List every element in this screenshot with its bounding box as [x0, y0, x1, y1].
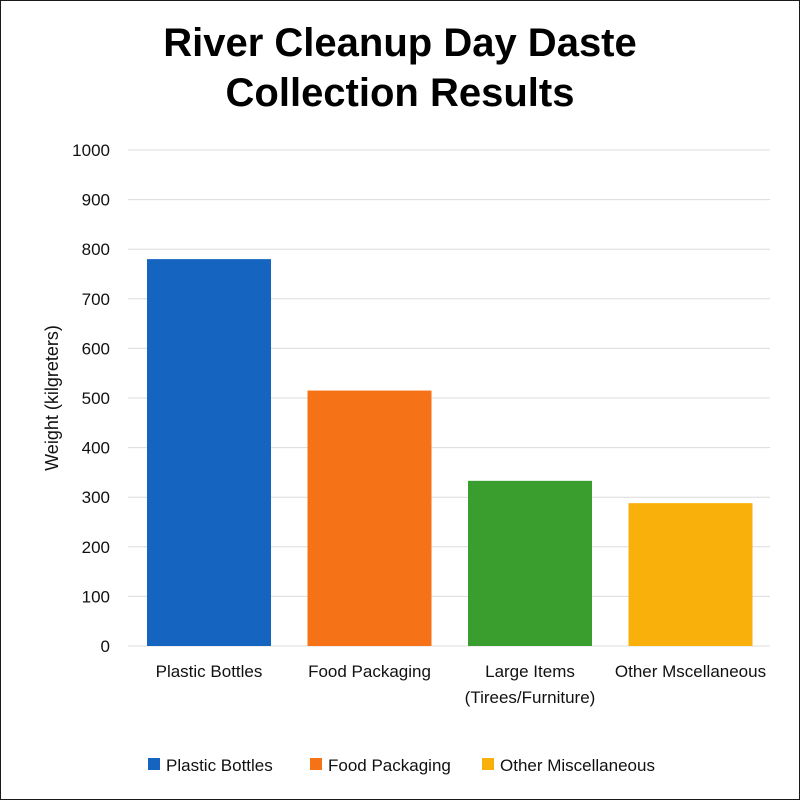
- y-tick-label: 800: [82, 240, 110, 259]
- x-category-label: Plastic Bottles: [156, 662, 263, 681]
- y-tick-label: 900: [82, 191, 110, 210]
- bars: [147, 259, 753, 646]
- y-axis-label: Weight (kilgreters): [42, 325, 62, 471]
- y-tick-label: 700: [82, 290, 110, 309]
- y-tick-label: 600: [82, 339, 110, 358]
- chart-title-line-1: River Cleanup Day Daste: [163, 21, 637, 65]
- legend: Plastic Bottles Food Packaging Other Misce…: [148, 756, 655, 775]
- y-tick-label: 100: [82, 587, 110, 606]
- bar: [307, 390, 432, 646]
- legend-label: Plastic Bottles: [166, 756, 273, 775]
- x-category-label: Other Mscellaneous: [615, 662, 766, 681]
- legend-swatch: [482, 758, 494, 770]
- chart-title: River Cleanup Day Daste Collection Resul…: [0, 18, 800, 118]
- y-tick-label: 500: [82, 389, 110, 408]
- bar: [628, 503, 753, 646]
- chart-title-line-2: Collection Results: [225, 71, 575, 115]
- y-axis-ticks: 0 100 200 300 400 500 600 700 800 900 1000: [72, 141, 110, 656]
- legend-label: Other Miscellaneous: [500, 756, 655, 775]
- x-category-label: Food Packaging: [308, 662, 431, 681]
- bar: [468, 480, 592, 646]
- legend-swatch: [148, 758, 160, 770]
- x-axis-categories: Plastic Bottles Food Packaging Large Items…: [156, 662, 766, 707]
- y-tick-label: 0: [101, 637, 110, 656]
- legend-swatch: [310, 758, 322, 770]
- x-category-label: (Tirees/Furniture): [465, 688, 596, 707]
- y-tick-label: 300: [82, 488, 110, 507]
- y-tick-label: 200: [82, 538, 110, 557]
- y-tick-label: 400: [82, 439, 110, 458]
- y-tick-label: 1000: [72, 141, 110, 160]
- bar: [147, 259, 271, 646]
- x-category-label: Large Items: [485, 662, 575, 681]
- legend-label: Food Packaging: [328, 756, 451, 775]
